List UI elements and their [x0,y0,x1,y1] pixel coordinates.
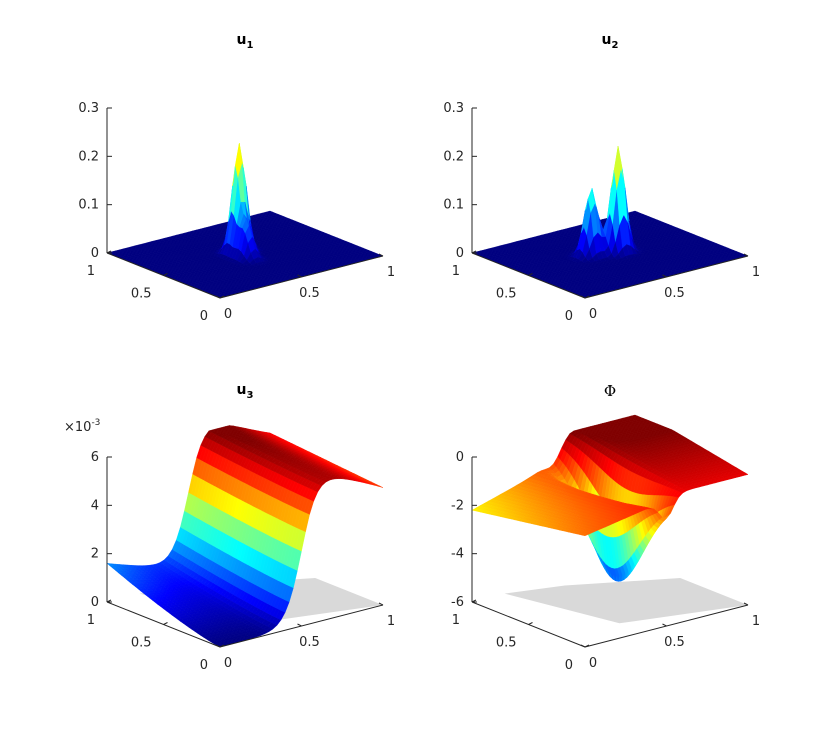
y-tick-label: 0.5 [131,287,152,302]
y-tick [219,295,225,299]
x-tick-label: 0.5 [664,286,685,301]
subplot-u1: u1 0 0.5 1 0 0.5 1 0 0.1 0.2 0.3 [78,32,395,324]
x-tick-label: 0 [224,307,232,322]
x-tick-label: 0 [224,656,232,671]
x-tick-label: 1 [387,614,395,629]
y-tick-label: 0 [565,309,573,324]
y-tick [163,273,168,276]
z-tick-label: 0.3 [78,101,99,116]
floor-shadow [504,578,748,624]
subplot-title-u3: u3 [237,382,254,401]
z-tick-label: 0 [456,246,464,261]
surface-phi [471,414,749,624]
surface-u2 [471,145,749,299]
z-tick-label: 0.1 [78,198,99,213]
z-tick-label: 0 [91,595,99,610]
x-tick-label: 0 [589,307,597,322]
z-tick-label: 0.1 [443,198,464,213]
z-tick-label: 0.2 [443,149,464,164]
x-tick [297,274,302,278]
z-tick-label: 0 [91,246,99,261]
z-tick-label: 0.3 [443,101,464,116]
x-tick [297,623,302,627]
subplot-u3: u3 ×10-3 0 0.5 1 0 0.5 1 0 2 4 6 [64,382,395,673]
z-tick-label: 6 [91,450,99,465]
subplot-u2: u2 0 0.5 1 0 0.5 1 0 0.1 0.2 0.3 [443,32,760,324]
y-tick-label: 0 [200,309,208,324]
subplot-title-u1: u1 [237,32,254,51]
subplot-title-u2: u2 [602,32,619,51]
y-tick-label: 0.5 [496,287,517,302]
x-tick-label: 1 [752,265,760,280]
y-tick-label: 0 [200,658,208,673]
x-tick-label: 1 [387,265,395,280]
surface-patch [376,485,384,488]
x-tick-label: 0.5 [299,286,320,301]
y-tick-label: 1 [452,264,460,279]
z-multiplier-u3: ×10-3 [64,418,100,435]
y-tick-label: 0.5 [131,636,152,651]
y-tick-label: 1 [87,613,95,628]
x-tick-label: 0.5 [299,635,320,650]
z-tick-label: 2 [91,547,99,562]
z-tick-label: 0.2 [78,149,99,164]
z-tick-label: 4 [91,498,99,513]
y-tick [163,622,168,625]
subplot-title-phi: Φ [604,382,616,400]
axes-u1: 0 0.5 1 0 0.5 1 0 0.1 0.2 0.3 [78,101,395,324]
x-tick [378,253,384,257]
y-tick-label: 1 [87,264,95,279]
x-tick [215,295,221,299]
surface-u1 [106,143,384,299]
surface-u3 [106,425,384,648]
